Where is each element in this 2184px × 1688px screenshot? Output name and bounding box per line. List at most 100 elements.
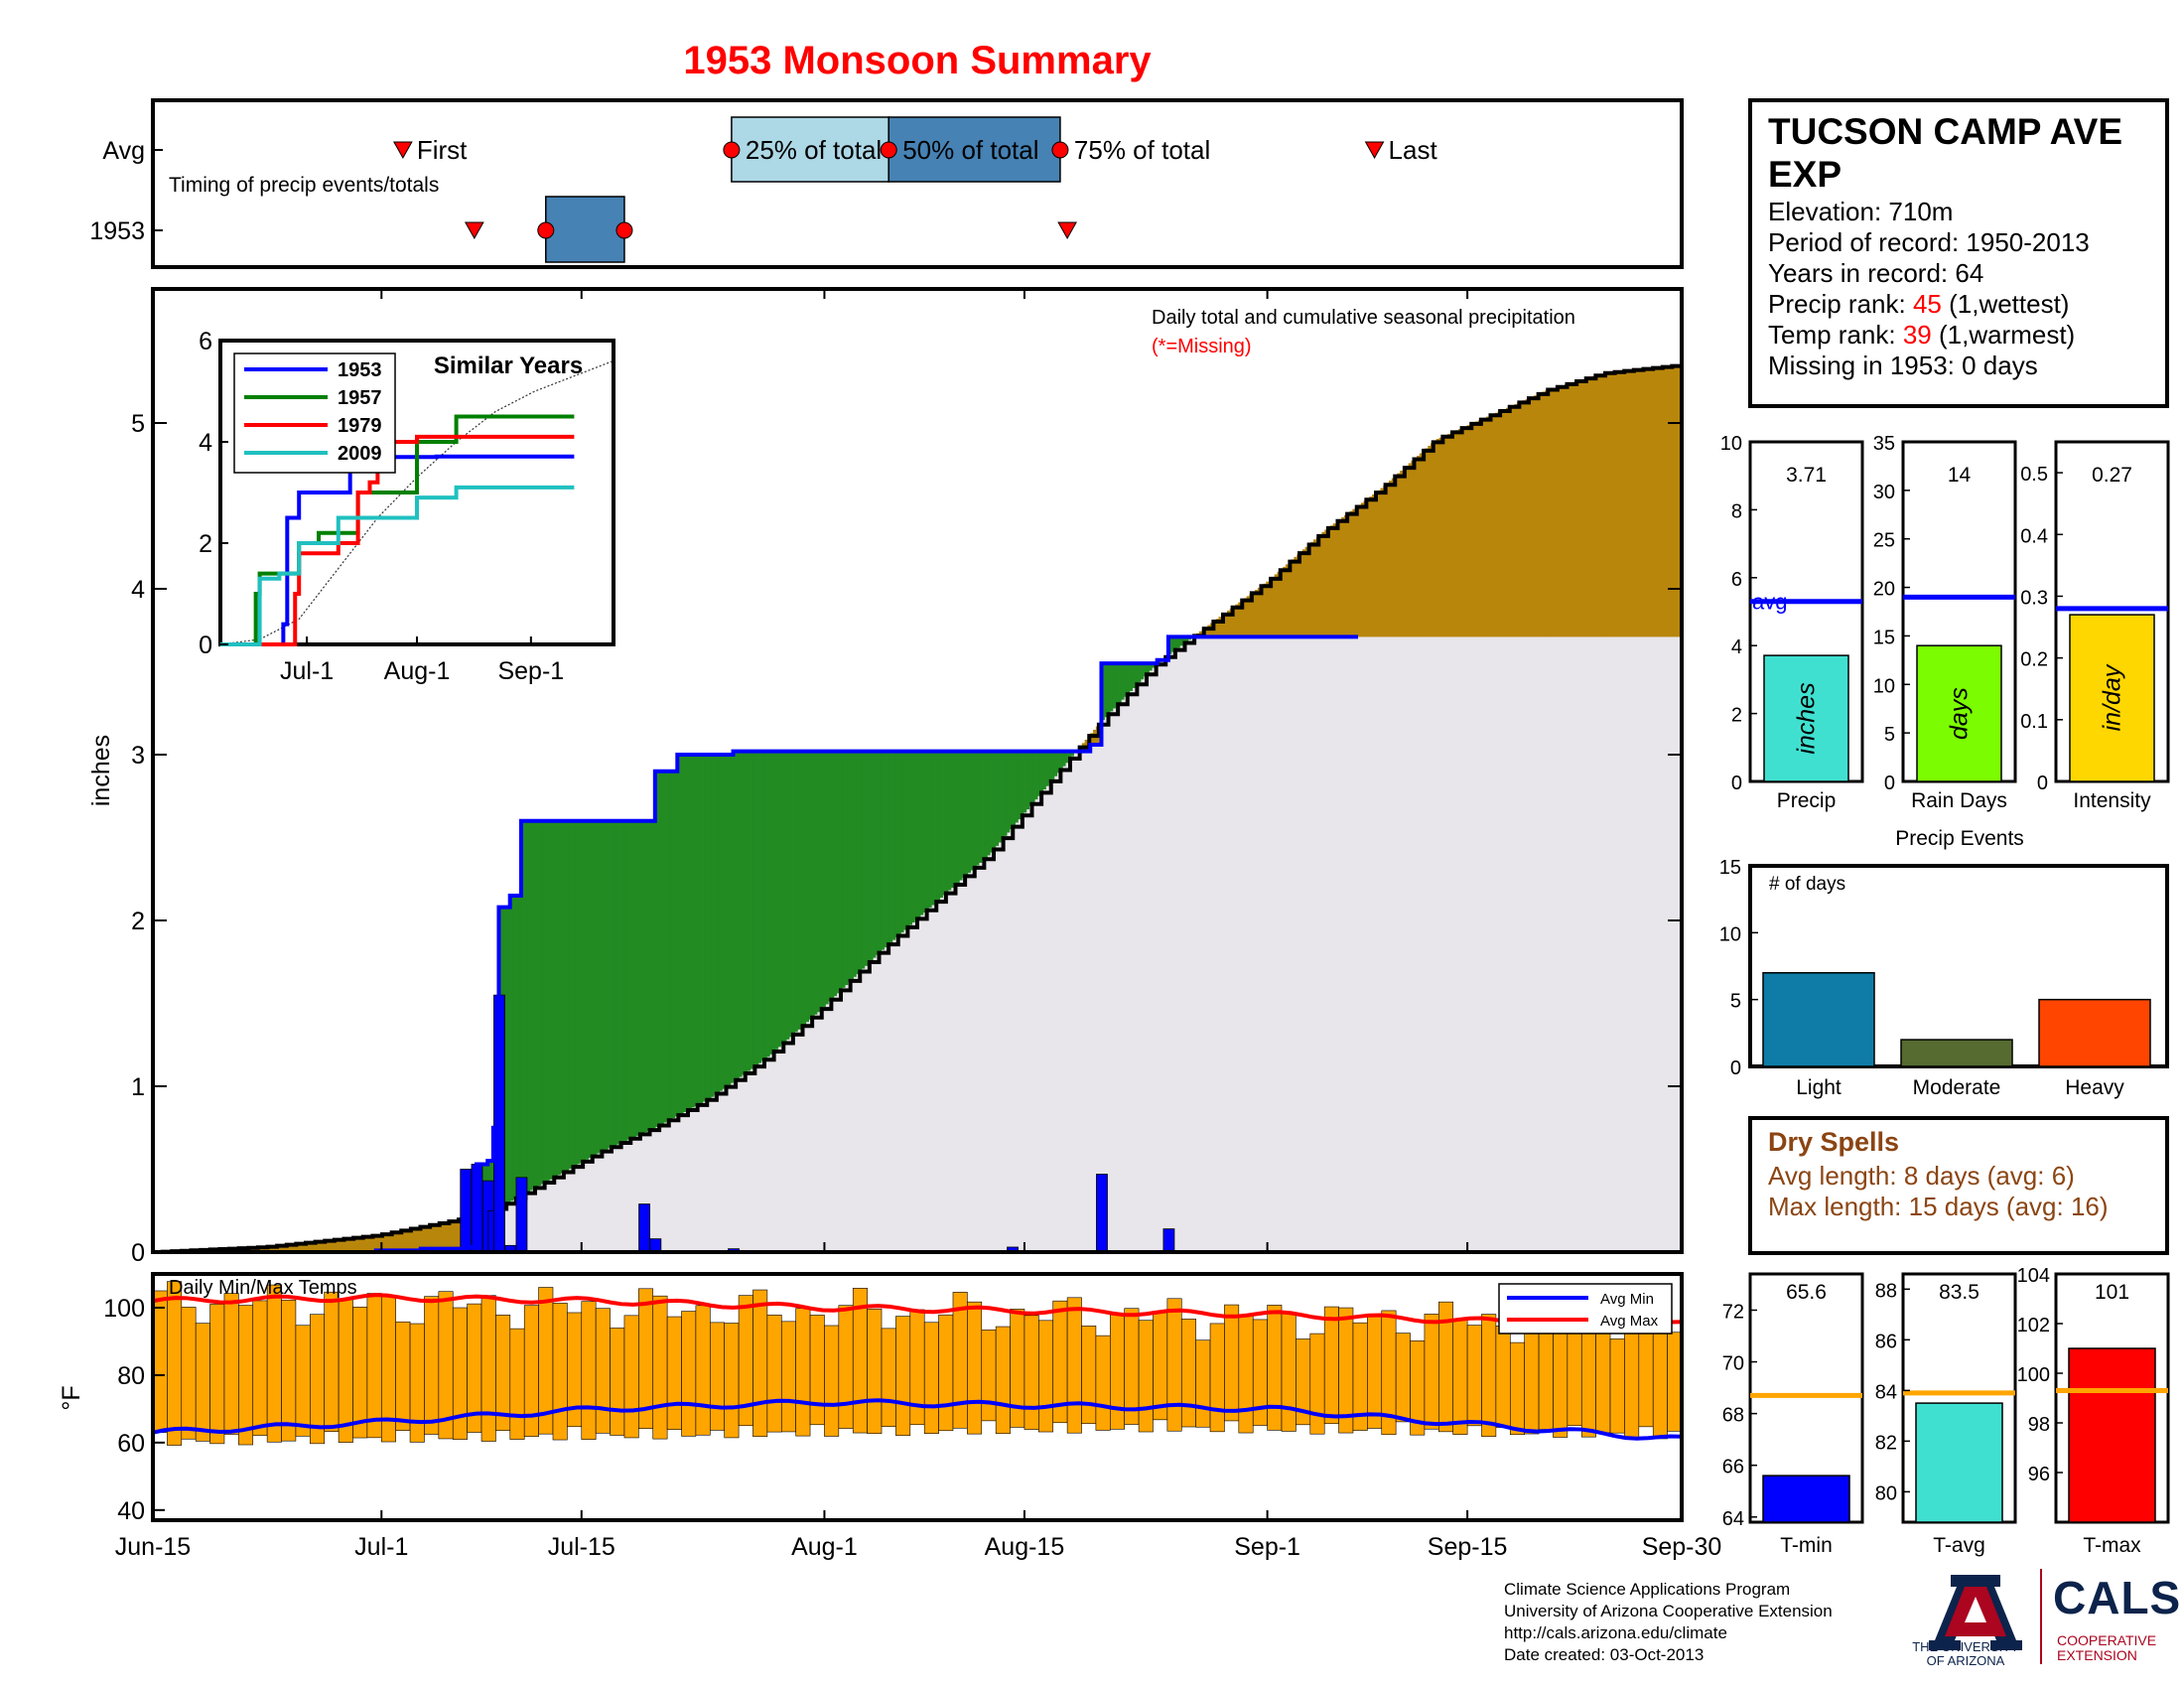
surplus-fill — [933, 751, 938, 904]
deficit-fill — [284, 1244, 288, 1252]
deficit-fill — [1455, 430, 1459, 637]
surplus-fill — [763, 751, 767, 1059]
surplus-fill — [922, 751, 927, 914]
deficit-fill — [1425, 448, 1429, 637]
deficit-fill — [1397, 473, 1401, 637]
deficit-fill — [1321, 531, 1325, 637]
surplus-fill — [657, 771, 662, 1126]
deficit-fill — [1639, 368, 1644, 637]
deficit-fill — [1514, 404, 1518, 637]
deficit-fill — [1349, 510, 1353, 637]
temp-ytick-label: 60 — [117, 1430, 145, 1458]
surplus-fill — [744, 751, 749, 1073]
deficit-fill — [1240, 600, 1245, 637]
surplus-fill — [509, 895, 514, 1201]
daily-temp-bar — [1081, 1326, 1097, 1425]
surplus-fill — [1048, 751, 1052, 783]
deficit-fill — [1294, 556, 1297, 637]
surplus-fill — [842, 751, 846, 988]
timing-year-last-marker — [1057, 221, 1077, 240]
deficit-fill — [1497, 411, 1501, 637]
surplus-fill — [626, 820, 631, 1140]
daily-temp-bar — [281, 1299, 297, 1442]
surplus-fill — [902, 751, 907, 930]
daily-temp-bar — [1238, 1315, 1254, 1434]
main-ytick-label: 1 — [131, 1073, 145, 1101]
daily-temp-bar — [424, 1296, 440, 1435]
deficit-fill — [353, 1237, 357, 1252]
deficit-fill — [1329, 525, 1334, 637]
surplus-fill — [602, 820, 606, 1151]
inset-legend-label: 1979 — [338, 415, 382, 437]
deficit-fill — [1411, 460, 1415, 637]
surplus-fill — [887, 751, 890, 945]
deficit-fill — [1358, 504, 1362, 637]
daily-temp-bar — [695, 1305, 711, 1436]
date-tick-label: Jul-15 — [548, 1533, 615, 1561]
surplus-fill — [702, 755, 707, 1102]
surplus-fill — [618, 820, 622, 1144]
surplus-fill — [828, 751, 832, 1002]
surplus-fill — [520, 820, 525, 1196]
rain_days-value-label: 14 — [1948, 464, 1972, 487]
deficit-fill — [1503, 409, 1507, 637]
deficit-fill — [1431, 443, 1434, 637]
surplus-fill — [811, 751, 815, 1018]
surplus-fill — [574, 820, 578, 1166]
surplus-fill — [610, 820, 614, 1148]
deficit-fill — [1374, 492, 1379, 637]
inset-legend-label: 1953 — [338, 359, 382, 381]
deficit-fill — [1491, 414, 1496, 637]
surplus-fill — [532, 820, 536, 1190]
daily-temp-bar — [1224, 1304, 1240, 1422]
surplus-fill — [911, 751, 915, 923]
surplus-fill — [939, 751, 943, 899]
deficit-fill — [1266, 581, 1270, 637]
daily-temp-bar — [295, 1325, 311, 1437]
inset-legend-label: 1957 — [338, 387, 382, 409]
surplus-fill — [663, 771, 667, 1123]
date-tick-label: Aug-15 — [985, 1533, 1065, 1561]
station-name-line2: EXP — [1768, 154, 1842, 195]
surplus-fill — [674, 771, 678, 1117]
legend-avg-max: Avg Max — [1600, 1313, 1659, 1330]
deficit-fill — [281, 1245, 285, 1252]
rain_days-xlabel: Rain Days — [1911, 789, 2007, 812]
intensity-ytick-label: 0.3 — [2020, 587, 2048, 609]
deficit-fill — [451, 1220, 456, 1249]
surplus-fill — [964, 751, 969, 876]
surplus-fill — [696, 755, 701, 1105]
surplus-fill — [554, 820, 559, 1177]
timing-year-label: 1953 — [89, 217, 145, 245]
event-bar-light — [1762, 971, 1875, 1067]
surplus-fill — [1107, 663, 1111, 715]
deficit-fill — [389, 1232, 394, 1251]
daily-temp-bar — [252, 1300, 268, 1436]
deficit-fill — [1542, 391, 1546, 637]
rain_days-ytick-label: 10 — [1873, 675, 1895, 697]
deficit-fill — [1377, 490, 1382, 637]
surplus-fill — [549, 820, 553, 1180]
deficit-fill — [1653, 367, 1658, 637]
deficit-fill — [1534, 395, 1538, 637]
daily-temp-bar — [223, 1293, 239, 1435]
deficit-fill — [1243, 598, 1248, 637]
deficit-fill — [1548, 389, 1552, 637]
daily-temp-bar — [938, 1314, 954, 1432]
deficit-fill — [347, 1238, 352, 1252]
daily-temp-bar — [1595, 1321, 1611, 1434]
event-ytick-label: 5 — [1730, 991, 1741, 1013]
deficit-fill — [323, 1240, 327, 1252]
station-temp-rank: Temp rank: 39 (1,warmest) — [1768, 320, 2075, 350]
surplus-fill — [640, 820, 645, 1134]
temp-ytick-label: 80 — [117, 1362, 145, 1390]
surplus-fill — [858, 751, 863, 972]
surplus-fill — [523, 820, 528, 1194]
deficit-fill — [1452, 431, 1456, 637]
surplus-fill — [1031, 751, 1035, 803]
daily-temp-bar — [952, 1292, 968, 1429]
intensity-ytick-label: 0.1 — [2020, 711, 2048, 733]
deficit-fill — [1578, 379, 1582, 637]
rain_days-ytick-label: 0 — [1884, 773, 1895, 794]
deficit-fill — [1617, 371, 1621, 637]
